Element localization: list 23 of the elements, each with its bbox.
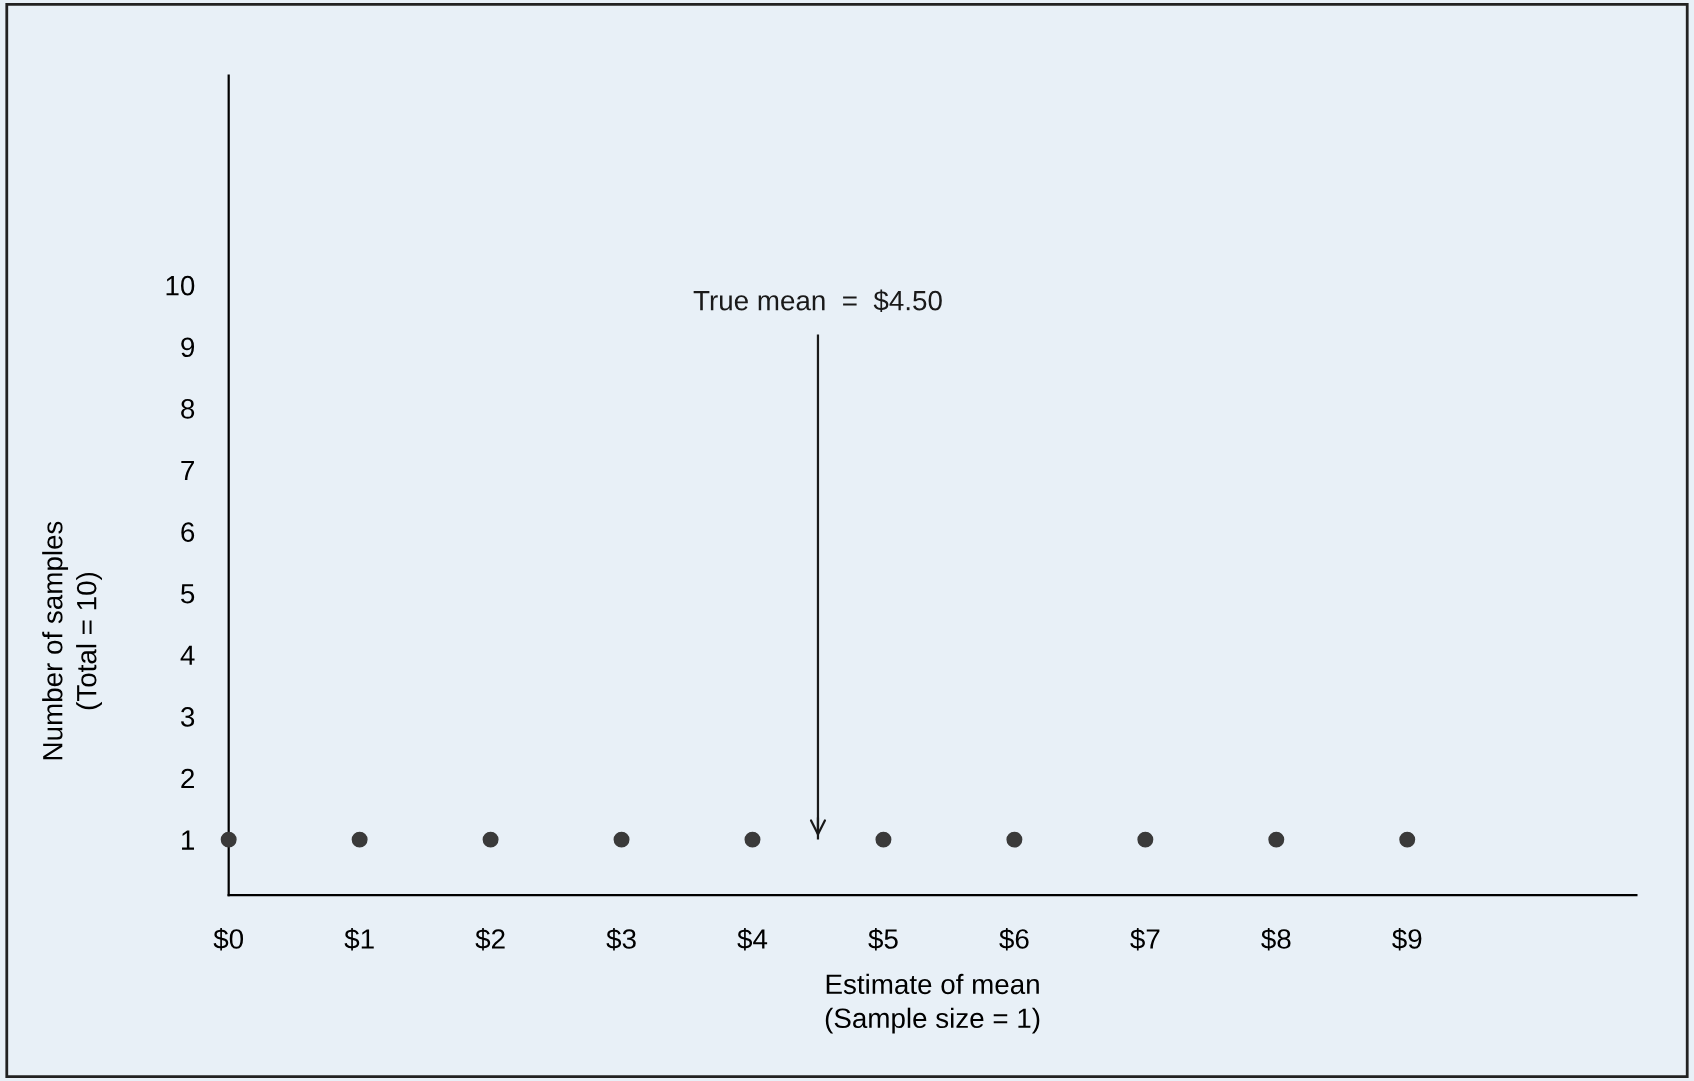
x-tick-label: $5 (868, 927, 898, 951)
ref-line-label: True mean = $4.50 (693, 289, 942, 313)
x-tick-label: $7 (1130, 927, 1160, 951)
x-tick-label: $4 (737, 927, 768, 951)
y-tick-label: 8 (181, 399, 195, 419)
y-tick-label: 2 (181, 768, 194, 789)
y-tick-label: 1 (182, 830, 194, 850)
y-tick-label: 4 (180, 645, 195, 665)
x-tick-label: $3 (606, 927, 636, 951)
y-tick-label: 9 (181, 337, 195, 358)
x-tick-label: $0 (213, 927, 244, 951)
x-tick-label: $8 (1261, 927, 1291, 951)
x-tick-label: $2 (475, 927, 505, 951)
x-tick-label: $9 (1392, 927, 1422, 951)
y-tick-label: 10 (166, 275, 195, 296)
y-tick-label: 5 (181, 584, 195, 604)
y-tick-label: 7 (181, 460, 194, 481)
y-tick-label: 6 (181, 522, 195, 542)
y-tick-label: 3 (180, 707, 195, 727)
x-axis-title: Estimate of mean (Sample size = 1) (825, 973, 1040, 1034)
y-axis-title: Number of samples (Total = 10) (42, 521, 102, 760)
x-tick-label: $1 (344, 927, 374, 951)
x-tick-label: $6 (999, 927, 1029, 951)
